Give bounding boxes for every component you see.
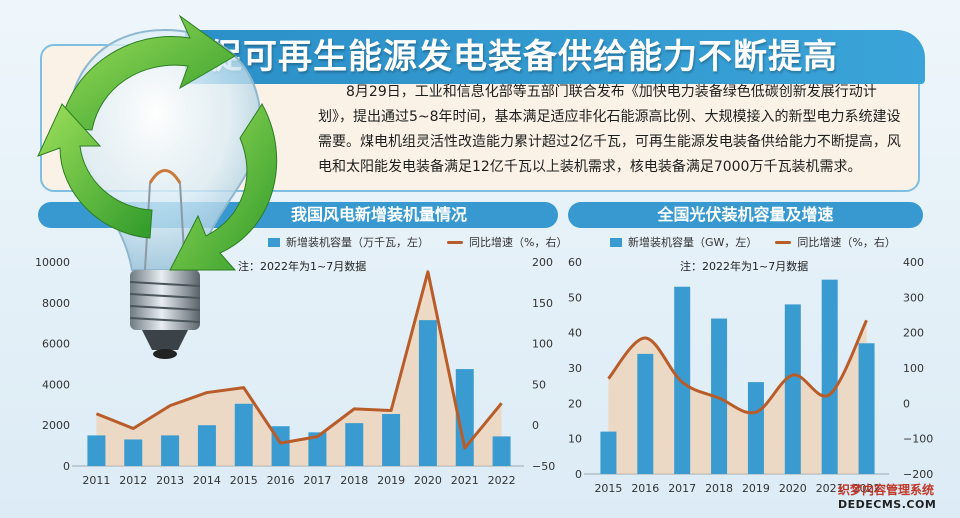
solar-left-tick: 30 [568,362,582,375]
solar-growth-area [608,320,867,474]
wind-category-label: 2013 [156,474,184,487]
wind-left-tick: 6000 [42,338,70,351]
wind-right-tick: 50 [532,378,546,391]
solar-category-label: 2015 [594,482,622,495]
solar-growth-line [607,319,868,415]
solar-left-tick: 60 [568,256,582,269]
legend-line-label: 同比增速（%，右） [469,236,568,249]
solar-bar [784,304,801,474]
solar-category-label: 2019 [742,482,770,495]
watermark: 织梦内容管理系统 DEDECMS.COM [838,482,956,516]
wind-growth-area [96,271,502,466]
watermark-line1: 织梦内容管理系统 [838,483,935,497]
solar-right-tick: 100 [903,362,924,375]
solar-left-tick: 20 [568,397,582,410]
solar-chart-title: 全国光伏装机容量及增速 [657,205,834,224]
solar-left-tick: 40 [568,327,582,340]
solar-right-tick: 300 [903,291,924,304]
solar-right-tick: 0 [903,397,910,410]
legend-bar-label: 新增装机容量（GW，左） [628,236,758,249]
wind-bar [345,423,364,466]
wind-bar [382,413,401,466]
solar-right-tick: −100 [903,433,933,446]
recycle-arrows-icon [37,14,278,271]
solar-category-label: 2022 [853,482,881,495]
wind-bar [308,432,327,466]
legend-line-swatch [775,240,792,244]
wind-category-label: 2021 [451,474,479,487]
wind-category-label: 2011 [82,474,110,487]
wind-right-tick: 150 [532,297,553,310]
legend-bar-swatch [268,237,280,247]
solar-category-label: 2016 [631,482,659,495]
solar-left-tick: 50 [568,291,582,304]
wind-category-label: 2022 [488,474,516,487]
wind-right-tick: 200 [532,256,553,269]
wind-category-label: 2014 [193,474,221,487]
solar-left-tick: 10 [568,433,582,446]
solar-bar [821,279,838,474]
solar-left-tick: 0 [575,468,582,481]
wind-bar [234,403,253,466]
solar-category-label: 2021 [816,482,844,495]
wind-category-label: 2015 [230,474,258,487]
solar-bar [637,353,654,474]
wind-bar [197,425,216,466]
solar-category-label: 2020 [779,482,807,495]
wind-category-label: 2016 [267,474,295,487]
wind-left-tick: 10000 [35,256,70,269]
legend-line-swatch [447,240,463,244]
solar-bar [711,318,728,474]
wind-category-label: 2017 [303,474,331,487]
legend-bar-swatch [610,237,622,247]
wind-bar [124,439,143,466]
solar-bar [600,431,617,474]
solar-category-label: 2018 [705,482,733,495]
solar-right-tick: 400 [903,256,924,269]
wind-category-label: 2012 [119,474,147,487]
intro-paragraph: 8月29日，工业和信息化部等五部门联合发布《加快电力装备绿色低碳创新发展行动计划… [318,84,901,175]
legend-line-label: 同比增速（%，右） [797,236,896,249]
solar-note: 注：2022年为1~7月数据 [680,260,809,273]
wind-category-label: 2018 [340,474,368,487]
page-title: 促可再生能源发电装备供给能力不断提高 [208,37,838,77]
wind-bar [418,320,437,466]
solar-category-label: 2017 [668,482,696,495]
wind-category-label: 2019 [377,474,405,487]
wind-category-label: 2020 [414,474,442,487]
title-banner [185,30,925,84]
wind-legend: 新增装机容量（万千瓦，左） 同比增速（%，右） [268,234,567,250]
solar-right-tick: −200 [903,468,933,481]
wind-left-tick: 8000 [42,297,70,310]
watermark-line2: DEDECMS.COM [838,498,937,511]
wind-right-tick: 0 [532,419,539,432]
legend-bar-label: 新增装机容量（万千瓦，左） [286,236,429,249]
wind-left-tick: 0 [63,460,70,473]
solar-right-tick: 200 [903,327,924,340]
solar-bar [747,382,764,474]
wind-chart-title: 我国风电新增装机量情况 [290,205,467,224]
solar-legend: 新增装机容量（GW，左） 同比增速（%，右） [610,234,896,250]
wind-right-tick: 100 [532,338,553,351]
wind-bar [87,435,106,466]
wind-growth-line [95,270,503,450]
wind-left-tick: 2000 [42,419,70,432]
wind-bar [492,436,511,466]
solar-panel-header [568,202,923,228]
solar-bar [858,343,875,474]
wind-left-tick: 4000 [42,378,70,391]
wind-right-tick: −50 [532,460,555,473]
wind-note: 注：2022年为1~7月数据 [238,260,367,273]
wind-bar [161,435,180,466]
lightbulb-icon [37,14,278,359]
